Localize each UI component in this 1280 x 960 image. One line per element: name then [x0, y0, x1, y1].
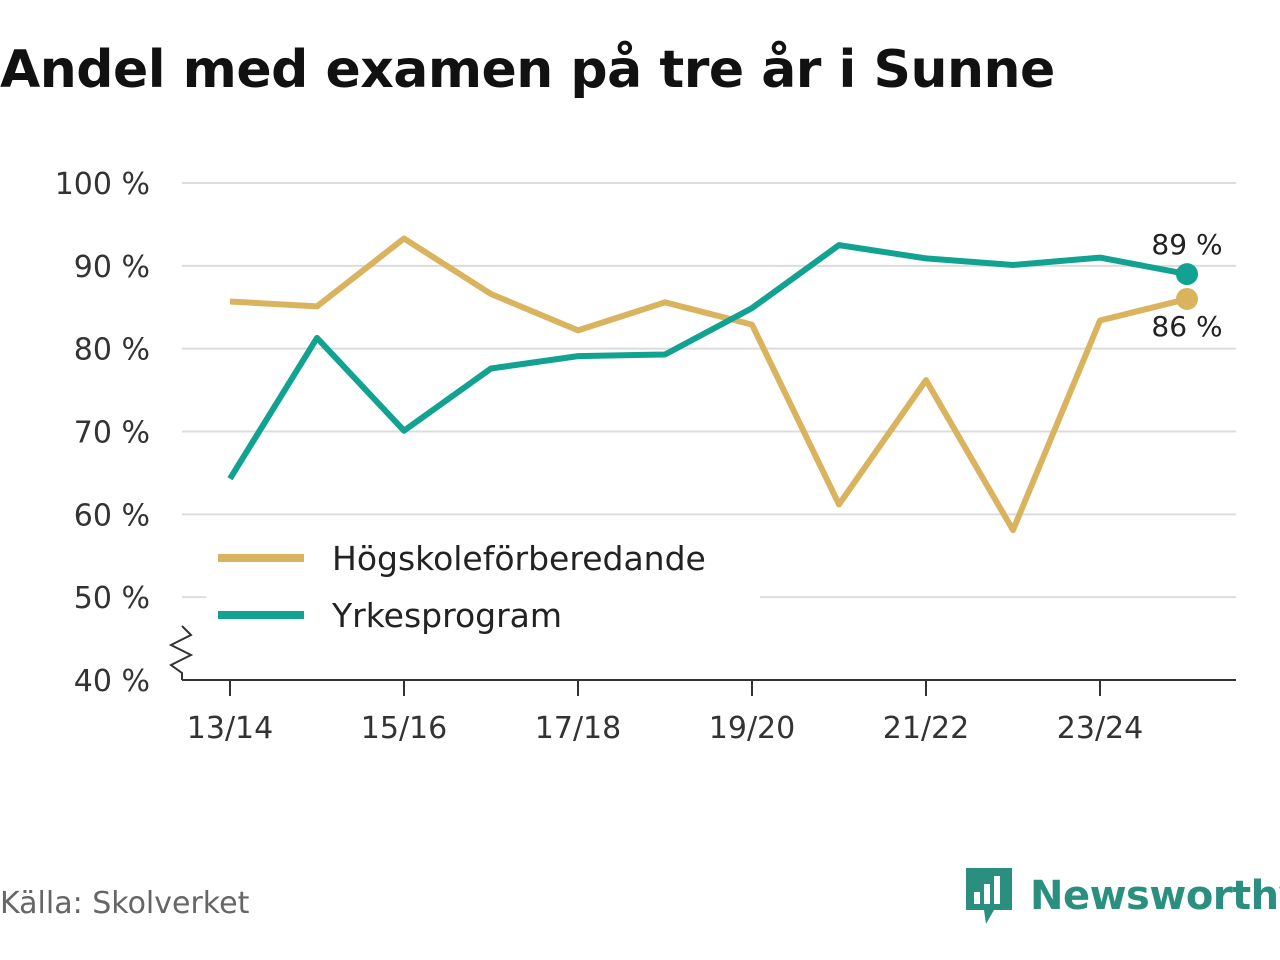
brand-name: Newsworthy [1030, 873, 1280, 919]
end-point-1 [1176, 263, 1198, 286]
y-tick-label: 90 % [74, 250, 150, 285]
source-note: Källa: Skolverket [0, 886, 250, 921]
legend-label: Högskoleförberedande [332, 539, 706, 578]
y-tick-label: 100 % [55, 167, 150, 202]
legend: Högskoleförberedande Yrkesprogram [206, 536, 760, 638]
y-axis-break [168, 625, 194, 680]
brand-logo: Newsworthy [964, 866, 1280, 926]
x-tick-label: 15/16 [361, 711, 447, 746]
legend-background [206, 536, 760, 596]
x-tick-label: 21/22 [883, 711, 969, 746]
y-axis-ticks: 40 % 50 % 60 % 70 % 80 % 90 % 100 % [55, 167, 150, 699]
chart-title: Andel med examen på tre år i Sunne [0, 40, 1055, 100]
x-tick-label: 19/20 [709, 711, 795, 746]
end-point-0 [1176, 287, 1198, 310]
end-labels: 86 % 89 % [1151, 228, 1222, 343]
end-label-0: 86 % [1151, 310, 1222, 343]
legend-label: Yrkesprogram [331, 596, 562, 635]
y-tick-label: 80 % [74, 333, 150, 368]
x-tick-label: 23/24 [1057, 711, 1143, 746]
y-tick-label: 60 % [74, 498, 150, 533]
newsworthy-logo-icon [966, 868, 1012, 924]
x-tick-label: 17/18 [535, 711, 621, 746]
x-tick-label: 13/14 [187, 711, 273, 746]
series-line-0 [229, 235, 1188, 534]
y-tick-label: 40 % [74, 664, 150, 699]
x-axis-ticks: 13/14 15/16 17/18 19/20 21/22 23/24 [187, 680, 1143, 746]
y-tick-label: 70 % [74, 416, 150, 451]
series-line-1 [227, 242, 1188, 481]
grid-lines [182, 182, 1236, 599]
y-tick-label: 50 % [74, 581, 150, 616]
end-label-1: 89 % [1151, 228, 1222, 261]
x-axis [168, 625, 1236, 681]
series-lines [227, 235, 1198, 534]
